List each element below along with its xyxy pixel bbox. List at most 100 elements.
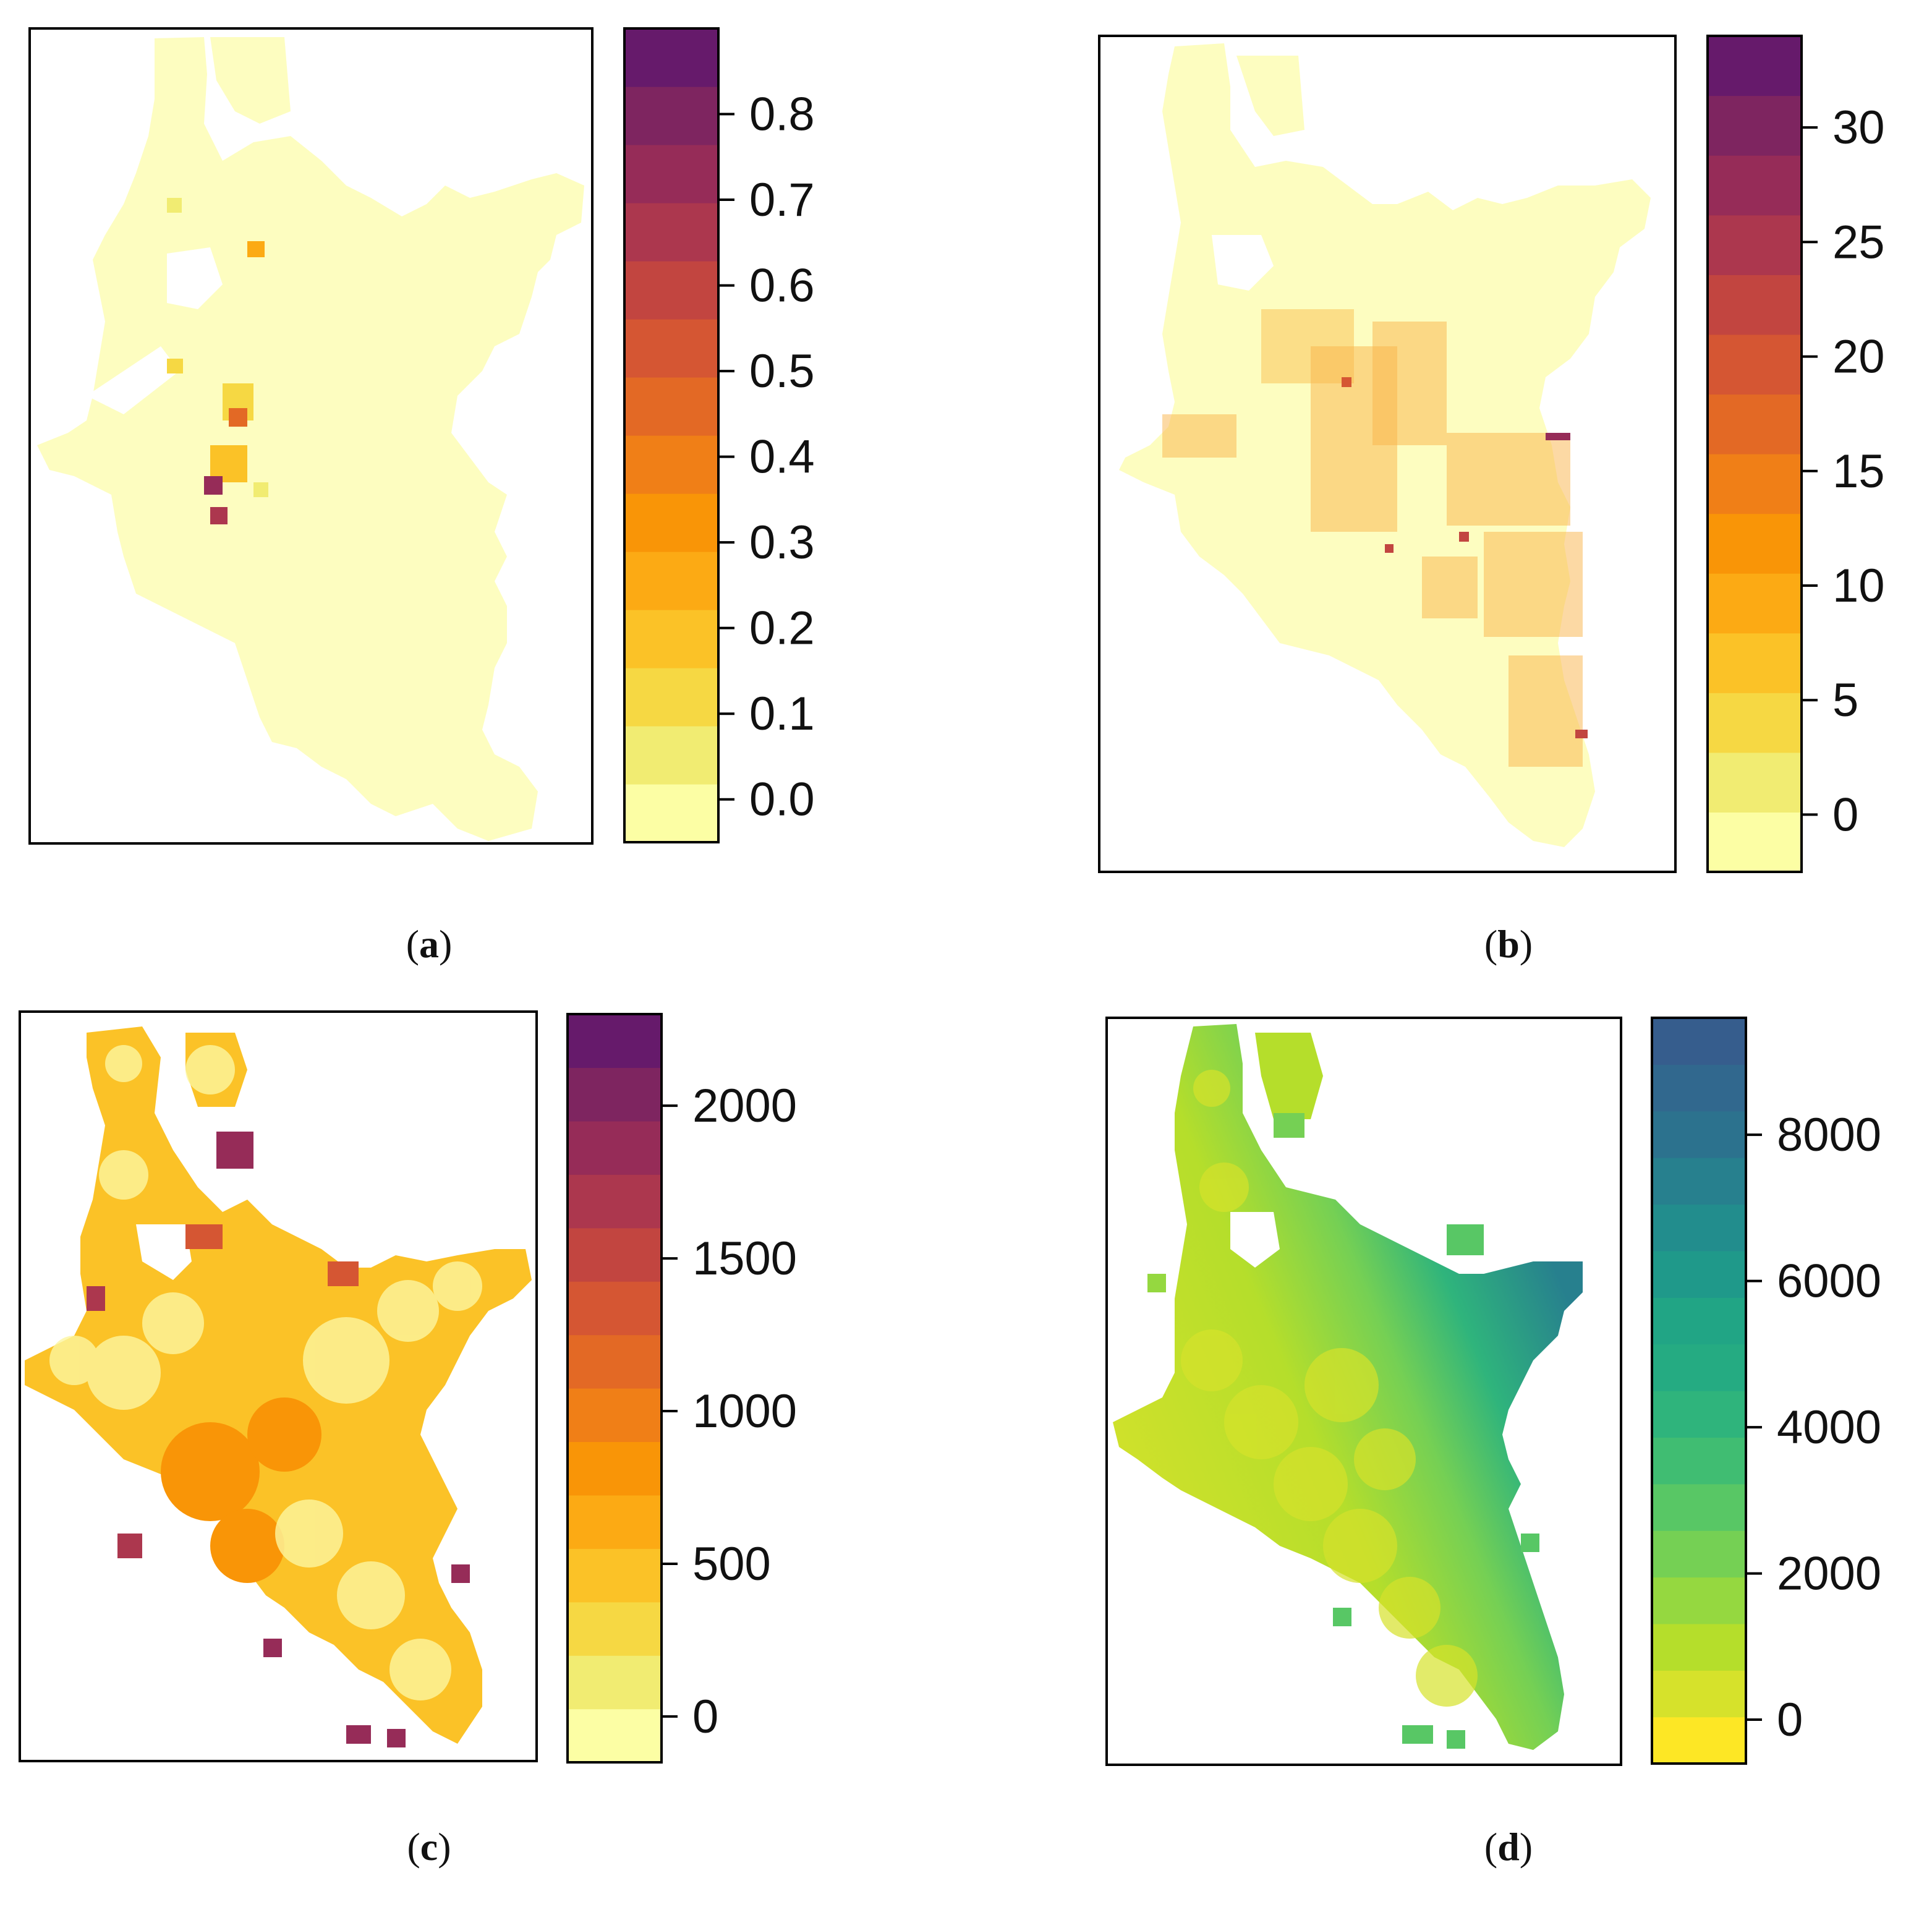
colorbar-tick-label: 0.6 <box>749 260 815 312</box>
colorbar-band <box>1652 1670 1746 1718</box>
colorbar-band <box>624 610 718 668</box>
colorbar-band <box>568 1441 662 1496</box>
colorbar-frame <box>1651 1017 1747 1765</box>
colorbar-band <box>624 319 718 378</box>
colorbar-tick-label: 0.3 <box>749 516 815 569</box>
colorbar-band <box>624 203 718 262</box>
colorbar-tick-label: 1000 <box>692 1385 797 1438</box>
colorbar-band <box>624 726 718 785</box>
colorbar-band <box>1652 1391 1746 1438</box>
colorbar-band <box>1652 1577 1746 1624</box>
caption-a-letter: a <box>419 922 439 966</box>
colorbar-band <box>568 1227 662 1282</box>
colorbar-tick-label: 30 <box>1832 101 1885 154</box>
colorbar-band <box>568 1281 662 1336</box>
colorbar-band <box>568 1602 662 1656</box>
colorbar-band <box>1652 1717 1746 1764</box>
colorbar-band <box>568 1495 662 1549</box>
colorbar-band <box>624 261 718 320</box>
colorbar-band <box>1708 215 1802 275</box>
caption-b: (b) <box>1484 922 1533 966</box>
caption-c-letter: c <box>420 1825 438 1869</box>
colorbar-band <box>624 552 718 610</box>
colorbar-band <box>568 1655 662 1710</box>
colorbar-band <box>1652 1064 1746 1112</box>
map-panel-a: 0.0 0.1 0.2 0.3 0.4 0.5 0.6 0.7 0.8 <box>28 27 815 845</box>
colorbar-band <box>1652 1158 1746 1205</box>
colorbar-a <box>623 27 720 843</box>
caption-a: (a) <box>406 922 453 966</box>
colorbar-band <box>1652 1250 1746 1298</box>
colorbar-c-ticks: 0 500 1000 1500 2000 <box>662 1080 797 1743</box>
colorbar-frame <box>566 1013 663 1764</box>
colorbar-b-ticks: 0 5 10 15 20 25 30 <box>1802 101 1885 841</box>
caption-b-letter: b <box>1497 922 1520 966</box>
colorbar-band <box>624 435 718 494</box>
colorbar-tick-label: 1500 <box>692 1232 797 1285</box>
colorbar-band <box>1652 1204 1746 1252</box>
colorbar-tick-label: 10 <box>1832 560 1885 612</box>
colorbar-band <box>1652 1437 1746 1485</box>
colorbar-band <box>1708 394 1802 454</box>
colorbar-band <box>568 1388 662 1443</box>
caption-d: (d) <box>1484 1825 1533 1869</box>
colorbar-band <box>1708 334 1802 395</box>
colorbar-band <box>624 493 718 552</box>
colorbar-tick-label: 8000 <box>1777 1109 1881 1161</box>
caption-c: (c) <box>407 1825 451 1869</box>
colorbar-band <box>568 1548 662 1603</box>
colorbar-tick-label: 25 <box>1832 216 1885 268</box>
colorbar-band <box>1652 1623 1746 1671</box>
colorbar-band <box>1652 1111 1746 1158</box>
colorbar-tick-label: 0 <box>1777 1694 1803 1746</box>
colorbar-band <box>624 145 718 203</box>
colorbar-band <box>1652 1483 1746 1531</box>
colorbar-tick-label: 0.4 <box>749 431 815 484</box>
colorbar-band <box>624 87 718 145</box>
colorbar-band <box>1708 693 1802 753</box>
colorbar-tick-label: 2000 <box>692 1080 797 1132</box>
colorbar-tick-label: 0 <box>1832 788 1858 841</box>
colorbar-tick-label: 20 <box>1832 331 1885 383</box>
colorbar-band <box>624 784 718 843</box>
colorbar-band <box>1708 752 1802 813</box>
colorbar-band <box>568 1120 662 1175</box>
colorbar-band <box>1708 513 1802 574</box>
colorbar-band <box>1652 1530 1746 1578</box>
colorbar-band <box>624 28 718 87</box>
colorbar-band <box>568 1709 662 1763</box>
colorbar-b <box>1706 35 1803 873</box>
colorbar-d-ticks: 0 2000 4000 6000 8000 <box>1746 1109 1881 1746</box>
colorbar-tick-label: 0.1 <box>749 688 815 740</box>
colorbar-band <box>1708 812 1802 872</box>
colorbar-band <box>568 1334 662 1389</box>
colorbar-tick-label: 0.5 <box>749 345 815 398</box>
edge-patches <box>1147 1113 1539 1749</box>
colorbar-band <box>624 377 718 436</box>
colorbar-band <box>1652 1018 1746 1065</box>
colorbar-band <box>568 1067 662 1122</box>
colorbar-tick-label: 4000 <box>1777 1401 1881 1454</box>
colorbar-band <box>1708 275 1802 335</box>
colorbar-band <box>1708 573 1802 634</box>
colorbar-band <box>1708 155 1802 216</box>
colorbar-band <box>1652 1344 1746 1391</box>
colorbar-d <box>1651 1017 1747 1765</box>
colorbar-tick-label: 15 <box>1832 445 1885 498</box>
colorbar-frame <box>1706 35 1803 873</box>
hotspots <box>167 198 268 524</box>
colorbar-tick-label: 0.0 <box>749 774 815 826</box>
map-panel-d: 0 2000 4000 6000 8000 <box>1105 1017 1881 1766</box>
colorbar-a-ticks: 0.0 0.1 0.2 0.3 0.4 0.5 0.6 0.7 0.8 <box>718 88 815 826</box>
colorbar-band <box>1708 633 1802 693</box>
map-panel-b: 0 5 10 15 20 25 30 <box>1098 35 1885 873</box>
edge-patches <box>87 1132 470 1747</box>
colorbar-tick-label: 0.8 <box>749 88 815 141</box>
map-panel-c: 0 500 1000 1500 2000 <box>19 1010 797 1764</box>
city-footprint <box>25 1026 532 1744</box>
colorbar-c <box>566 1013 663 1764</box>
colorbar-tick-label: 500 <box>692 1538 771 1590</box>
colorbar-band <box>1708 36 1802 96</box>
city-footprint <box>1113 1024 1583 1750</box>
colorbar-tick-label: 0.2 <box>749 602 815 655</box>
